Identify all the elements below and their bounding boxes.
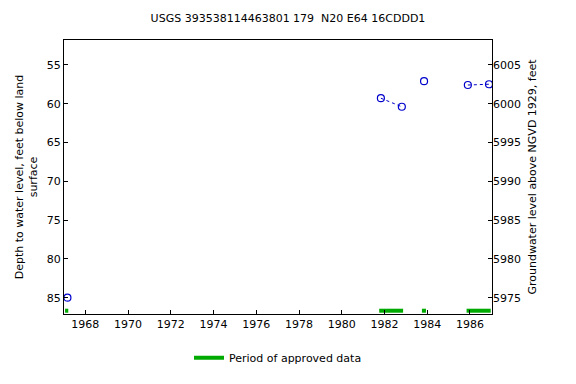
- svg-text:55: 55: [47, 59, 61, 72]
- svg-text:1974: 1974: [200, 318, 228, 331]
- svg-text:1970: 1970: [114, 318, 142, 331]
- svg-text:70: 70: [47, 175, 61, 188]
- svg-text:80: 80: [47, 253, 61, 266]
- svg-text:1986: 1986: [456, 318, 484, 331]
- svg-text:1968: 1968: [71, 318, 99, 331]
- svg-text:1984: 1984: [413, 318, 441, 331]
- svg-text:1976: 1976: [242, 318, 270, 331]
- svg-text:75: 75: [47, 214, 61, 227]
- svg-text:6000: 6000: [493, 98, 521, 111]
- svg-text:Groundwater level above NGVD 1: Groundwater level above NGVD 1929, feet: [526, 59, 539, 295]
- svg-text:60: 60: [47, 98, 61, 111]
- svg-text:1980: 1980: [328, 318, 356, 331]
- svg-text:5990: 5990: [493, 175, 521, 188]
- svg-text:85: 85: [47, 292, 61, 305]
- svg-text:5980: 5980: [493, 253, 521, 266]
- svg-text:5995: 5995: [493, 136, 521, 149]
- svg-text:1978: 1978: [285, 318, 313, 331]
- svg-text:1982: 1982: [371, 318, 399, 331]
- svg-text:1972: 1972: [157, 318, 185, 331]
- svg-text:5985: 5985: [493, 214, 521, 227]
- svg-text:6005: 6005: [493, 59, 521, 72]
- svg-text:Depth to water level, feet bel: Depth to water level, feet below landsur…: [13, 75, 40, 280]
- svg-text:65: 65: [47, 136, 61, 149]
- svg-text:Period of approved data: Period of approved data: [229, 352, 361, 365]
- svg-text:USGS 393538114463801 179 N20: USGS 393538114463801 179 N20 E64 16CDDD1: [151, 12, 426, 25]
- svg-text:5975: 5975: [493, 292, 521, 305]
